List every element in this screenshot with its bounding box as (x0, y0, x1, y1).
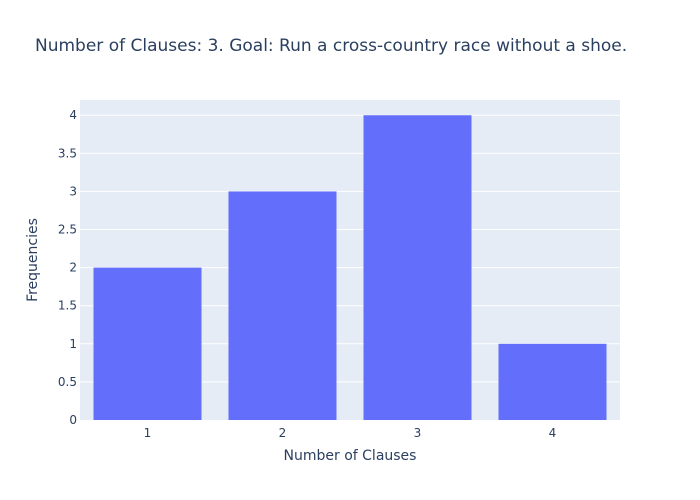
bars (93, 115, 607, 420)
bar (363, 115, 472, 420)
y-tick-label: 2.5 (58, 223, 77, 237)
x-tick-label: 1 (144, 426, 152, 440)
x-axis-title: Number of Clauses (284, 448, 417, 464)
x-tick-label: 2 (279, 426, 287, 440)
chart-title: Number of Clauses: 3. Goal: Run a cross-… (35, 36, 627, 56)
y-tick-label: 0 (69, 413, 77, 427)
y-tick-label: 1.5 (58, 299, 77, 313)
x-axis-ticks: 1 2 3 4 (144, 426, 557, 440)
y-tick-label: 0.5 (58, 375, 77, 389)
y-tick-label: 2 (69, 261, 77, 275)
x-tick-label: 3 (414, 426, 422, 440)
bar (93, 267, 202, 420)
bar (228, 191, 337, 420)
x-tick-label: 4 (549, 426, 557, 440)
y-axis-title: Frequencies (25, 218, 41, 302)
y-axis-ticks: 0 0.5 1 1.5 2 2.5 3 3.5 4 (58, 108, 77, 427)
y-tick-label: 3.5 (58, 146, 77, 160)
y-tick-label: 1 (69, 337, 77, 351)
bar (498, 343, 607, 420)
y-tick-label: 4 (69, 108, 77, 122)
y-tick-label: 3 (69, 184, 77, 198)
